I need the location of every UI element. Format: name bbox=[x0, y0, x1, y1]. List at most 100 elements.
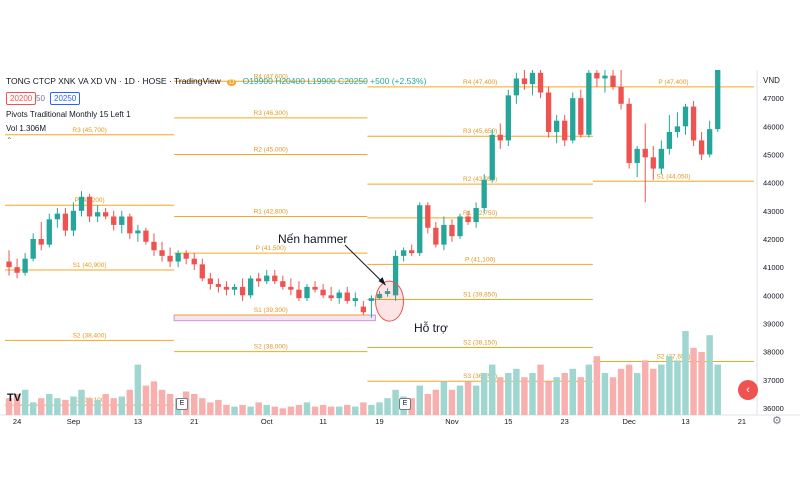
pivot-label: S2 (38,000) bbox=[254, 344, 288, 351]
earnings-badge[interactable]: E bbox=[399, 398, 411, 410]
candle-body bbox=[545, 92, 552, 132]
chevron-left-icon[interactable]: ‹ bbox=[738, 380, 758, 400]
pivot-label: S1 (44,050) bbox=[656, 173, 690, 180]
interval-badge: D bbox=[227, 79, 237, 86]
candle-body bbox=[610, 75, 616, 87]
volume-bar bbox=[207, 402, 214, 415]
volume-bar bbox=[126, 389, 134, 415]
candle-body bbox=[127, 216, 133, 234]
volume-bar bbox=[488, 364, 496, 415]
candle-body bbox=[320, 289, 326, 296]
volume-bar bbox=[279, 408, 287, 415]
candle-body bbox=[489, 134, 495, 180]
time-tick-label: 13 bbox=[681, 417, 689, 426]
volume-bar bbox=[472, 385, 480, 415]
candle-body bbox=[690, 106, 697, 141]
volume-bar bbox=[625, 364, 633, 415]
candle-body bbox=[94, 212, 101, 217]
volume-bar bbox=[29, 402, 37, 415]
candle-body bbox=[409, 250, 415, 254]
candle-body bbox=[529, 72, 536, 85]
pivot-label: R4 (47,400) bbox=[463, 79, 497, 86]
volume-bar bbox=[86, 398, 93, 415]
price-tick-label: 44000 bbox=[763, 179, 784, 188]
ohlc-values: O19900 H20400 L19900 C20250 +500 (+2.53%… bbox=[242, 76, 427, 86]
price-tick-label: 36000 bbox=[763, 404, 784, 413]
hammer-arrow bbox=[344, 244, 386, 286]
candle-body bbox=[384, 291, 391, 294]
price-tick-label: 40000 bbox=[763, 291, 784, 300]
buy-price-box[interactable]: 20250 bbox=[50, 92, 81, 105]
indicator-label[interactable]: Pivots Traditional Monthly 15 Left 1 bbox=[6, 110, 131, 119]
pivot-label: R3 (46,300) bbox=[254, 110, 288, 117]
candle-body bbox=[14, 267, 20, 273]
volume-label[interactable]: Vol 1.306M bbox=[6, 124, 47, 133]
time-tick-label: Sep bbox=[67, 417, 80, 426]
volume-bar bbox=[569, 368, 576, 415]
volume-bar bbox=[344, 404, 351, 415]
price-chart[interactable]: 36000 37000 38000 39000 40000 41000 42000 43000… bbox=[0, 70, 800, 430]
earnings-badge[interactable]: E bbox=[176, 398, 188, 410]
volume-bar bbox=[497, 377, 504, 415]
volume-bar bbox=[521, 377, 528, 415]
volume-bar bbox=[102, 394, 109, 415]
candle-body bbox=[457, 216, 463, 237]
gear-icon[interactable]: ⚙ bbox=[772, 415, 782, 427]
candle-body bbox=[111, 216, 117, 225]
candle-body bbox=[46, 219, 52, 245]
volume-bar bbox=[62, 399, 69, 415]
candle-body bbox=[231, 286, 238, 290]
volume-bar bbox=[21, 389, 29, 415]
candle-body bbox=[215, 284, 222, 287]
hammer-annotation: Nến hammer bbox=[278, 232, 348, 246]
candle-body bbox=[239, 286, 246, 296]
candle-body bbox=[86, 196, 93, 217]
volume-bar bbox=[78, 389, 85, 415]
volume-bar bbox=[505, 373, 512, 415]
price-tick-label: 45000 bbox=[763, 151, 784, 160]
time-tick-label: Dec bbox=[622, 417, 636, 426]
sell-price-box[interactable]: 20200 bbox=[6, 92, 37, 105]
candle-body bbox=[449, 224, 455, 237]
candle-body bbox=[38, 239, 44, 245]
candle-body bbox=[658, 148, 664, 169]
candle-body bbox=[513, 78, 520, 96]
candle-body bbox=[103, 212, 109, 217]
candle-body bbox=[328, 295, 334, 299]
candle-body bbox=[562, 120, 568, 141]
pivot-label: S2 (37,650) bbox=[656, 354, 690, 361]
pivot-label: P (41,500) bbox=[256, 245, 286, 252]
volume-bar bbox=[376, 402, 383, 415]
volume-bar bbox=[440, 381, 448, 415]
pivot-label: R3 (45,700) bbox=[72, 127, 106, 134]
volume-bar bbox=[54, 398, 61, 415]
volume-bar bbox=[46, 394, 53, 415]
pivot-label: R1 (42,800) bbox=[254, 208, 288, 215]
volume-bar bbox=[384, 398, 391, 415]
candle-body bbox=[159, 250, 165, 256]
currency-label: VND bbox=[763, 76, 780, 85]
pivot-label: P (47,400) bbox=[658, 79, 688, 86]
chart-canvas[interactable]: 36000 37000 38000 39000 40000 41000 42000 43000… bbox=[0, 70, 800, 430]
candle-body bbox=[594, 72, 600, 79]
support-annotation: Hỗ trợ bbox=[414, 321, 448, 335]
candle-body bbox=[666, 131, 673, 149]
volume-bar bbox=[360, 402, 367, 415]
candle-body bbox=[578, 98, 584, 135]
volume-bar bbox=[690, 347, 697, 415]
volume-bar bbox=[311, 406, 319, 415]
volume-bar bbox=[5, 398, 13, 415]
volume-bar bbox=[94, 399, 101, 415]
time-tick-label: Oct bbox=[261, 417, 274, 426]
volume-bar bbox=[633, 373, 641, 415]
candle-body bbox=[280, 281, 286, 287]
pivot-label: R1 (42,750) bbox=[463, 210, 497, 217]
candle-body bbox=[135, 230, 141, 234]
candle-body bbox=[256, 278, 262, 282]
volume-bar bbox=[529, 373, 536, 415]
candle-body bbox=[368, 298, 375, 301]
volume-bar bbox=[585, 364, 593, 415]
chevron-up-icon[interactable]: ⌃ bbox=[6, 136, 13, 145]
candle-body bbox=[312, 286, 318, 290]
candle-body bbox=[247, 278, 254, 296]
